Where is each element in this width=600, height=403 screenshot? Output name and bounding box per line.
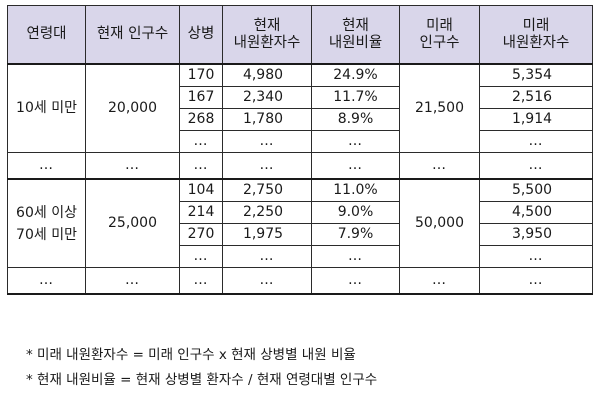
footnote-future-patients: * 미래 내원환자수 = 미래 인구수 x 현재 상병별 내원 비율 <box>26 347 356 363</box>
future-patients-cell: 5,354 <box>479 63 593 87</box>
disease-cell: 268 <box>179 108 223 131</box>
patients-cell: 1,975 <box>222 223 312 246</box>
table-row: … … … … <box>8 245 593 268</box>
ellipsis-cell: … <box>479 267 593 295</box>
patients-cell: … <box>222 130 312 153</box>
patients-cell: 4,980 <box>222 63 312 87</box>
ellipsis-cell: … <box>311 152 400 180</box>
future-patients-cell: 3,950 <box>479 223 593 246</box>
future-patients-cell: 4,500 <box>479 201 593 224</box>
forecast-table: 연령대 현재 인구수 상병 현재 내원환자수 현재 내원비율 미래 인구수 미래… <box>7 5 593 295</box>
table-row: 10세 미만 20,000 170 4,980 24.9% 21,500 5,3… <box>7 63 593 153</box>
patients-cell: 2,250 <box>222 201 312 224</box>
footnote-current-rate: * 현재 내원비율 = 현재 상병별 환자수 / 현재 연령대별 인구수 <box>26 372 378 388</box>
ellipsis-cell: … <box>222 152 312 180</box>
disease-cell: … <box>179 245 223 268</box>
footnotes: * 미래 내원환자수 = 미래 인구수 x 현재 상병별 내원 비율 * 현재 … <box>26 343 377 393</box>
rate-cell: 7.9% <box>311 223 400 246</box>
table-row: 60세 이상 70세 미만 25,000 104 2,750 11.0% 50,… <box>7 178 593 268</box>
rate-cell: 11.0% <box>311 178 400 202</box>
ellipsis-cell: … <box>399 267 480 295</box>
ellipsis-row: … … … … … … … <box>7 152 593 180</box>
disease-cell: 104 <box>179 178 223 202</box>
future-patients-cell: … <box>479 130 593 153</box>
age-group-cell: 10세 미만 <box>7 63 86 153</box>
disease-cell: 170 <box>179 63 223 87</box>
rate-cell: … <box>311 130 400 153</box>
rate-cell: 8.9% <box>311 108 400 131</box>
ellipsis-cell: … <box>399 152 480 180</box>
future-patients-cell: … <box>479 245 593 268</box>
ellipsis-cell: … <box>85 267 180 295</box>
age-group-cell: 60세 이상 70세 미만 <box>7 178 86 268</box>
header-age-group: 연령대 <box>7 5 86 65</box>
future-population-cell: 21,500 <box>399 63 480 153</box>
header-future-population: 미래 인구수 <box>399 5 480 65</box>
patients-cell: 2,750 <box>222 178 312 202</box>
ellipsis-cell: … <box>222 267 312 295</box>
population-cell: 20,000 <box>85 63 180 153</box>
header-disease: 상병 <box>179 5 223 65</box>
header-current-population: 현재 인구수 <box>85 5 180 65</box>
future-patients-cell: 1,914 <box>479 108 593 131</box>
ellipsis-cell: … <box>179 267 223 295</box>
header-current-rate: 현재 내원비율 <box>311 5 400 65</box>
rate-cell: 24.9% <box>311 63 400 87</box>
rate-cell: … <box>311 245 400 268</box>
ellipsis-cell: … <box>179 152 223 180</box>
ellipsis-cell: … <box>7 267 86 295</box>
header-future-patients: 미래 내원환자수 <box>479 5 593 65</box>
ellipsis-cell: … <box>311 267 400 295</box>
table-row: 270 1,975 7.9% 3,950 <box>8 223 593 246</box>
rate-cell: 11.7% <box>311 86 400 109</box>
patients-cell: 1,780 <box>222 108 312 131</box>
rate-cell: 9.0% <box>311 201 400 224</box>
ellipsis-row: … … … … … … … <box>7 267 593 295</box>
future-patients-cell: 2,516 <box>479 86 593 109</box>
ellipsis-cell: … <box>479 152 593 180</box>
patients-cell: … <box>222 245 312 268</box>
disease-cell: … <box>179 130 223 153</box>
population-cell: 25,000 <box>85 178 180 268</box>
table-row: … … … … <box>8 130 593 153</box>
future-patients-cell: 5,500 <box>479 178 593 202</box>
table-row: 214 2,250 9.0% 4,500 <box>8 201 593 224</box>
ellipsis-cell: … <box>85 152 180 180</box>
future-population-cell: 50,000 <box>399 178 480 268</box>
disease-cell: 270 <box>179 223 223 246</box>
disease-cell: 167 <box>179 86 223 109</box>
patients-cell: 2,340 <box>222 86 312 109</box>
header-row: 연령대 현재 인구수 상병 현재 내원환자수 현재 내원비율 미래 인구수 미래… <box>7 5 593 65</box>
disease-cell: 214 <box>179 201 223 224</box>
ellipsis-cell: … <box>7 152 86 180</box>
header-current-patients: 현재 내원환자수 <box>222 5 312 65</box>
